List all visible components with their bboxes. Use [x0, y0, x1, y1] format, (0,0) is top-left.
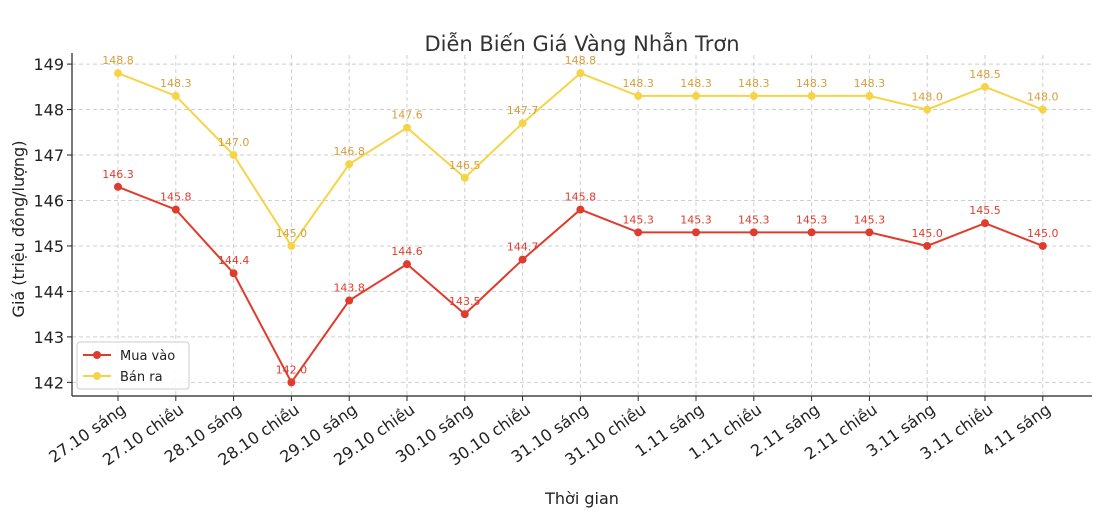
chart-title: Diễn Biến Giá Vàng Nhẫn Trơn [424, 31, 739, 56]
data-label-mua-vao: 146.3 [102, 168, 134, 181]
grid [72, 55, 1092, 396]
data-point-mua-vao [114, 182, 122, 191]
data-point-ban-ra [807, 91, 816, 100]
data-point-mua-vao [576, 205, 585, 214]
data-label-mua-vao: 145.8 [160, 191, 192, 204]
data-label-mua-vao: 145.5 [969, 204, 1001, 217]
data-point-mua-vao [634, 228, 643, 237]
data-label-mua-vao: 144.4 [218, 254, 250, 267]
y-axis-label: Giá (triệu đồng/lượng) [9, 141, 28, 318]
data-label-mua-vao: 145.3 [622, 213, 654, 226]
axes [67, 53, 1092, 401]
data-point-ban-ra [287, 241, 296, 250]
y-tick-label: 148 [33, 101, 64, 120]
data-point-mua-vao [1038, 241, 1047, 250]
data-point-ban-ra [576, 69, 585, 78]
legend-marker-ban-ra [93, 372, 101, 380]
data-label-mua-vao: 145.3 [854, 213, 886, 226]
legend: Mua vào Bán ra [76, 341, 190, 390]
data-point-mua-vao [692, 228, 700, 237]
data-label-ban-ra: 146.5 [449, 159, 481, 172]
data-point-mua-vao [981, 219, 989, 228]
data-label-ban-ra: 148.8 [565, 54, 597, 67]
data-point-ban-ra [749, 91, 758, 100]
y-tick-label: 142 [33, 373, 64, 392]
data-label-ban-ra: 148.0 [911, 91, 943, 104]
data-point-ban-ra [865, 91, 874, 100]
data-label-mua-vao: 145.0 [911, 227, 943, 240]
y-tick-label: 146 [33, 191, 64, 210]
legend-frame [76, 341, 190, 390]
data-label-ban-ra: 148.8 [102, 54, 134, 67]
data-point-ban-ra [171, 91, 180, 100]
data-label-ban-ra: 147.6 [391, 109, 423, 122]
data-label-ban-ra: 148.3 [160, 77, 192, 90]
data-label-ban-ra: 148.3 [854, 77, 886, 90]
data-label-ban-ra: 148.5 [969, 68, 1001, 81]
data-point-ban-ra [345, 160, 354, 169]
data-label-mua-vao: 145.3 [680, 213, 712, 226]
data-point-mua-vao [287, 378, 296, 387]
data-point-mua-vao [807, 228, 816, 237]
legend-marker-mua-vao [93, 351, 101, 359]
data-point-ban-ra [692, 91, 700, 100]
data-label-ban-ra: 148.3 [738, 77, 770, 90]
legend-label-ban-ra: Bán ra [120, 370, 163, 385]
data-point-mua-vao [518, 255, 527, 264]
data-point-mua-vao [865, 228, 874, 237]
data-point-ban-ra [634, 91, 643, 100]
data-point-mua-vao [460, 310, 469, 319]
data-label-ban-ra: 146.8 [333, 145, 365, 158]
data-point-mua-vao [403, 260, 411, 269]
data-point-mua-vao [229, 269, 238, 278]
data-point-ban-ra [923, 105, 932, 114]
data-point-ban-ra [114, 69, 122, 78]
data-label-ban-ra: 147.0 [218, 136, 250, 149]
data-label-mua-vao: 145.0 [1027, 227, 1059, 240]
y-tick-labels: 142 143 144 145 146 147 148 149 [33, 55, 64, 392]
y-tick-label: 143 [33, 328, 64, 347]
data-point-mua-vao [749, 228, 758, 237]
data-point-mua-vao [923, 241, 932, 250]
data-label-mua-vao: 145.8 [565, 191, 597, 204]
data-label-mua-vao: 142.0 [276, 363, 308, 376]
data-point-ban-ra [403, 123, 411, 132]
data-label-ban-ra: 148.0 [1027, 91, 1059, 104]
data-point-ban-ra [518, 119, 527, 128]
data-point-ban-ra [460, 173, 469, 182]
y-tick-label: 145 [33, 237, 64, 256]
y-tick-label: 147 [33, 146, 64, 165]
data-label-ban-ra: 148.3 [796, 77, 828, 90]
data-point-mua-vao [171, 205, 180, 214]
data-label-mua-vao: 145.3 [796, 213, 828, 226]
data-label-ban-ra: 147.7 [507, 104, 539, 117]
data-label-mua-vao: 144.7 [507, 241, 539, 254]
data-label-ban-ra: 148.3 [680, 77, 712, 90]
y-tick-label: 144 [33, 282, 64, 301]
y-tick-label: 149 [33, 55, 64, 74]
data-label-mua-vao: 145.3 [738, 213, 770, 226]
data-label-mua-vao: 144.6 [391, 245, 423, 258]
x-axis-label: Thời gian [544, 489, 619, 508]
series-layer [114, 69, 1047, 387]
legend-label-mua-vao: Mua vào [120, 349, 175, 364]
data-label-mua-vao: 143.5 [449, 295, 481, 308]
data-label-mua-vao: 143.8 [333, 282, 365, 295]
data-label-ban-ra: 148.3 [622, 77, 654, 90]
data-point-mua-vao [345, 296, 354, 305]
data-label-ban-ra: 145.0 [276, 227, 308, 240]
data-point-ban-ra [1038, 105, 1047, 114]
data-labels: 146.3 145.8 144.4 142.0 143.8 144.6 143.5 144.7… [102, 54, 1058, 376]
data-point-ban-ra [981, 82, 989, 91]
data-point-ban-ra [229, 151, 238, 160]
